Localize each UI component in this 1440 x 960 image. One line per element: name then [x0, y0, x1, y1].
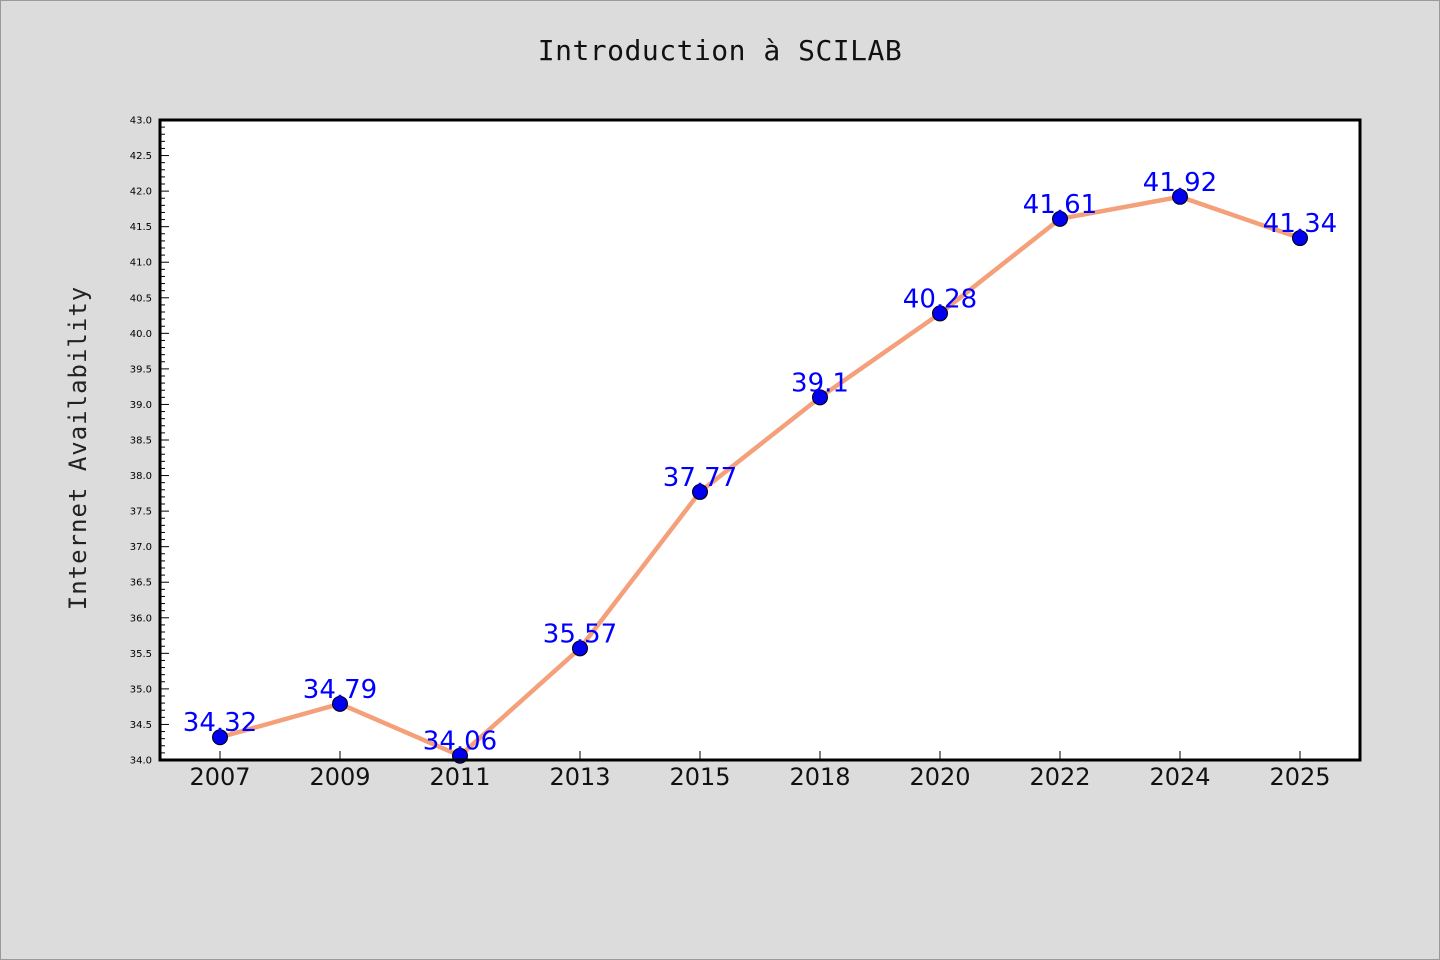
y-tick-label: 42.0 — [130, 187, 152, 198]
data-label: 34.06 — [423, 727, 497, 757]
plot-area — [160, 120, 1360, 760]
y-tick-label: 43.0 — [130, 116, 152, 127]
data-label: 39.1 — [791, 368, 849, 398]
data-point — [932, 305, 948, 322]
data-label: 34.79 — [303, 675, 377, 705]
y-tick-label: 41.5 — [130, 222, 152, 233]
x-tick-label: 2009 — [309, 763, 370, 791]
y-tick-label: 40.5 — [130, 293, 152, 304]
y-tick-label: 36.5 — [130, 578, 152, 589]
y-tick-label: 35.5 — [130, 649, 152, 660]
y-tick-label: 41.0 — [130, 258, 152, 269]
x-tick-label: 2011 — [429, 763, 490, 791]
y-tick-label: 39.0 — [130, 400, 152, 411]
data-label: 40.28 — [903, 284, 977, 314]
data-point — [692, 483, 708, 500]
data-label: 34.32 — [183, 708, 257, 738]
y-tick-label: 37.5 — [130, 507, 152, 518]
data-point — [1052, 210, 1068, 227]
data-point — [1292, 230, 1308, 247]
series-layer: 34.32 34.79 34.06 35.57 37.77 39.1 40.28 41.61 4… — [183, 168, 1337, 764]
data-point — [572, 640, 588, 657]
chart-title: Introduction à SCILAB — [537, 34, 903, 67]
y-tick-label: 39.5 — [130, 364, 152, 375]
y-tick-label: 40.0 — [130, 329, 152, 340]
data-label: 41.61 — [1023, 190, 1097, 220]
y-axis: 34.0 34.5 35.0 35.5 36.0 36.5 37.0 37.5 38.0 38.5… — [130, 116, 169, 767]
data-point — [1172, 188, 1188, 205]
data-label: 37.77 — [663, 463, 737, 493]
y-tick-label: 38.5 — [130, 436, 152, 447]
y-tick-label: 38.0 — [130, 471, 152, 482]
data-label: 41.92 — [1143, 168, 1217, 198]
x-tick-label: 2015 — [669, 763, 730, 791]
data-point — [212, 729, 228, 746]
data-point — [812, 389, 828, 406]
y-tick-label: 35.0 — [130, 684, 152, 695]
y-tick-label: 34.0 — [130, 756, 152, 767]
x-tick-label: 2025 — [1269, 763, 1330, 791]
series-line — [219, 194, 1301, 758]
y-tick-label: 36.0 — [130, 613, 152, 624]
x-tick-label: 2022 — [1029, 763, 1090, 791]
y-tick-label: 34.5 — [130, 720, 152, 731]
y-tick-label: 37.0 — [130, 542, 152, 553]
y-tick-label: 42.5 — [130, 151, 152, 162]
x-tick-label: 2007 — [189, 763, 250, 791]
x-tick-label: 2020 — [909, 763, 970, 791]
data-point — [332, 695, 348, 712]
data-label: 35.57 — [543, 619, 617, 649]
x-tick-label: 2024 — [1149, 763, 1210, 791]
data-label: 41.34 — [1263, 209, 1337, 239]
x-tick-label: 2013 — [549, 763, 610, 791]
x-axis: 2007 2009 2011 2013 2015 2018 2020 2022 2024 2025 — [189, 751, 1331, 791]
plot-border — [158, 118, 1362, 762]
x-tick-label: 2018 — [789, 763, 850, 791]
